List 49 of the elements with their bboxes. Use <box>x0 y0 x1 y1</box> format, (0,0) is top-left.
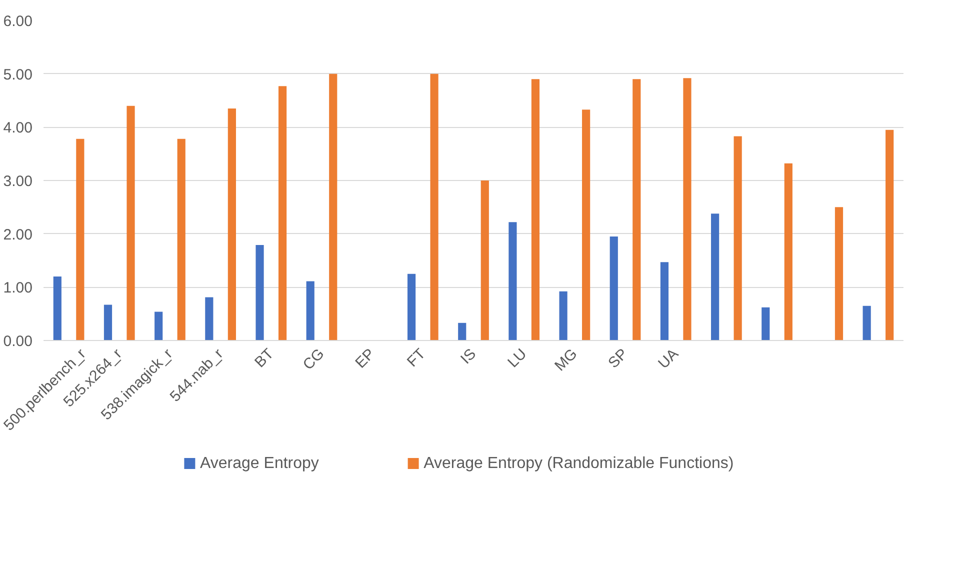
x-tick-label: IS <box>457 345 480 368</box>
y-tick-label: 4.00 <box>3 120 33 137</box>
bar <box>154 312 163 340</box>
bar <box>610 236 618 340</box>
bar <box>711 214 720 340</box>
x-tick-label: BT <box>252 345 278 372</box>
bar <box>104 304 112 340</box>
y-tick-label: 2.00 <box>3 226 33 244</box>
bar <box>205 297 214 340</box>
legend-label: Average Entropy <box>200 455 319 472</box>
x-tick-label: CG <box>300 345 328 374</box>
bar <box>734 136 742 340</box>
y-tick-label: 1.00 <box>3 280 33 297</box>
bar <box>126 106 135 340</box>
bar <box>480 180 489 340</box>
bar <box>508 222 517 340</box>
bar <box>660 262 669 340</box>
bar <box>531 79 540 340</box>
y-tick-label: 0.00 <box>3 333 33 350</box>
bar <box>306 281 314 340</box>
bar <box>559 291 568 340</box>
bar <box>256 245 264 340</box>
x-tick-label: UA <box>655 345 682 372</box>
y-tick-label: 3.00 <box>3 173 33 190</box>
bar <box>582 110 590 340</box>
bar <box>430 74 438 340</box>
bar <box>784 163 792 340</box>
y-tick-label: 5.00 <box>3 66 33 84</box>
bar <box>886 130 894 340</box>
bar <box>683 78 692 340</box>
legend-label: Average Entropy (Randomizable Functions) <box>424 455 734 472</box>
bar <box>278 86 287 340</box>
y-tick-label: 6.00 <box>3 13 33 30</box>
bar <box>407 274 416 340</box>
x-tick-label: SP <box>605 345 632 372</box>
bar <box>76 138 84 340</box>
bar <box>834 207 844 340</box>
bar <box>228 108 236 340</box>
bar <box>458 322 466 340</box>
x-tick-label: FT <box>404 345 429 370</box>
bar <box>862 306 871 340</box>
bar <box>632 79 641 340</box>
bar <box>53 276 62 340</box>
x-tick-label: EP <box>352 345 378 372</box>
bar <box>329 74 338 340</box>
bar <box>762 307 770 340</box>
bar <box>177 138 186 340</box>
x-tick-label: LU <box>504 345 530 372</box>
x-tick-label: MG <box>552 345 581 375</box>
